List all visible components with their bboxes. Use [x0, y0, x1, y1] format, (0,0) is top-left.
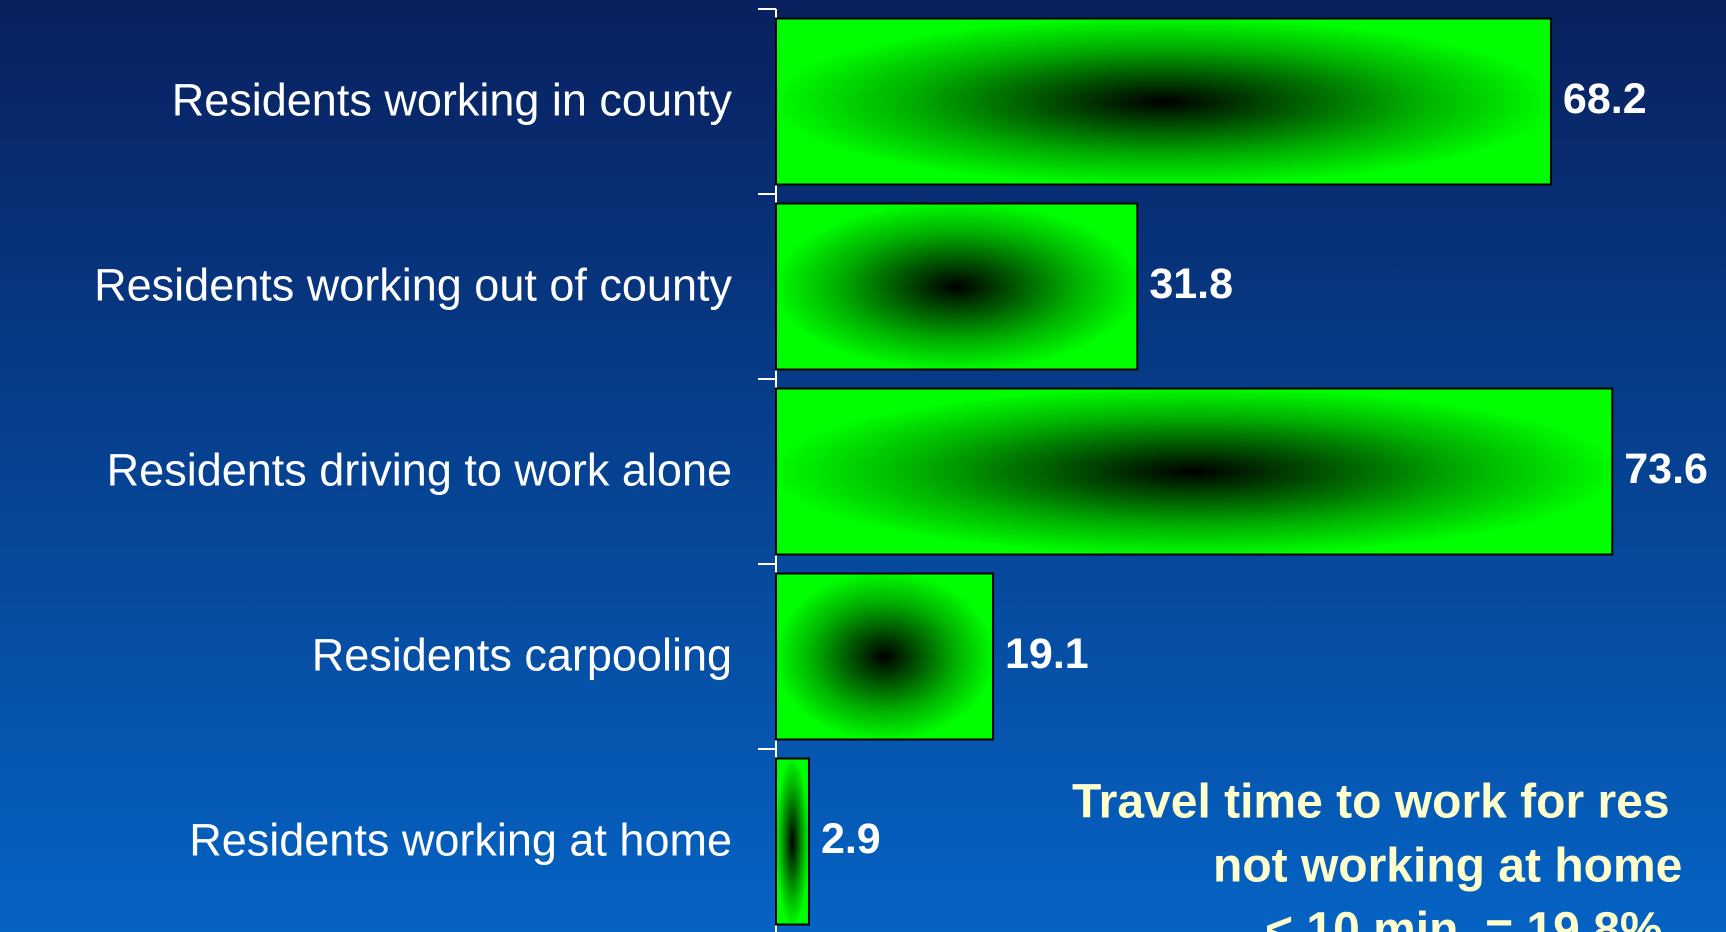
- bar: [775, 757, 810, 926]
- category-label: Residents working in county: [172, 74, 733, 125]
- bar: [775, 202, 1139, 371]
- value-label: 2.9: [821, 815, 881, 863]
- annotation: Travel time to work for res: [1072, 776, 1670, 829]
- annotation: < 10 min. = 19.8%: [1265, 904, 1663, 932]
- value-label: 73.6: [1624, 445, 1708, 493]
- bar: [775, 572, 995, 741]
- category-label: Residents carpooling: [312, 629, 732, 680]
- value-label: 19.1: [1005, 630, 1089, 678]
- category-label: Residents driving to work alone: [107, 444, 732, 495]
- annotation: not working at home: [1213, 840, 1682, 893]
- value-label: 68.2: [1563, 75, 1647, 123]
- value-label: 31.8: [1149, 260, 1233, 308]
- category-label: Residents working at home: [189, 814, 732, 865]
- bar: [775, 387, 1614, 556]
- bar: [775, 17, 1552, 186]
- category-label: Residents working out of county: [94, 259, 732, 310]
